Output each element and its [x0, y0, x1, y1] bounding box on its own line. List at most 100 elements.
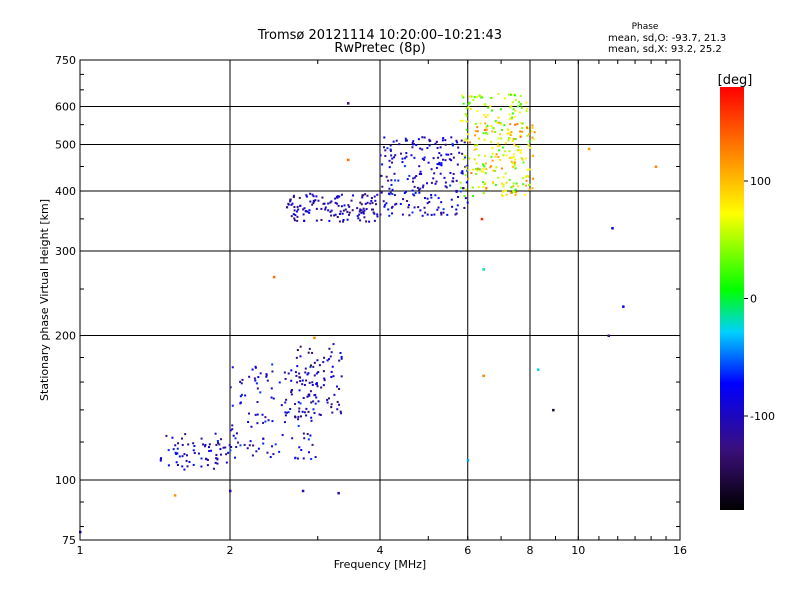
- echo-point: [519, 134, 522, 137]
- stats-line-x: mean, sd,X: 93.2, 25.2: [608, 44, 722, 55]
- echo-point: [391, 212, 394, 215]
- echo-point: [313, 200, 316, 203]
- echo-point: [441, 139, 444, 142]
- echo-point: [473, 96, 476, 99]
- echo-point: [270, 387, 273, 390]
- echo-point: [459, 181, 462, 184]
- echo-point: [305, 209, 308, 212]
- echo-point: [412, 143, 415, 146]
- echo-point: [320, 218, 323, 221]
- echo-point: [295, 374, 298, 377]
- echo-point: [291, 389, 294, 392]
- echo-point: [474, 130, 477, 133]
- echo-point: [490, 125, 493, 128]
- y-tick-label: 100: [55, 474, 76, 487]
- echo-point: [411, 180, 414, 183]
- echo-point: [463, 139, 466, 142]
- echo-point: [460, 139, 463, 142]
- x-axis-ticks: 1 2 4 6 8 10 16: [77, 60, 687, 557]
- echo-point: [313, 374, 316, 377]
- echo-point: [457, 146, 460, 149]
- echo-point: [508, 178, 511, 181]
- echo-point: [185, 459, 188, 462]
- echo-point: [465, 181, 468, 184]
- echo-point: [398, 143, 401, 146]
- echo-point: [531, 187, 534, 190]
- echo-point: [313, 394, 316, 397]
- echo-point: [360, 203, 363, 206]
- echo-point: [302, 432, 305, 435]
- echo-point: [437, 156, 440, 159]
- echo-point: [514, 138, 517, 141]
- echo-point: [389, 149, 392, 152]
- echo-point: [292, 196, 295, 199]
- echo-point: [215, 453, 218, 456]
- echo-point: [284, 401, 287, 404]
- echo-point: [406, 178, 409, 181]
- echo-point: [231, 404, 234, 407]
- echo-point: [215, 443, 218, 446]
- echo-point: [439, 172, 442, 175]
- echo-point: [254, 413, 257, 416]
- echo-point: [176, 452, 179, 455]
- echo-point: [178, 455, 181, 458]
- echo-point: [450, 198, 453, 201]
- echo-point: [408, 174, 411, 177]
- echo-point: [312, 195, 315, 198]
- echo-point: [513, 162, 516, 165]
- y-tick-label: 300: [55, 245, 76, 258]
- echo-point: [305, 195, 308, 198]
- echo-point: [440, 162, 443, 165]
- echo-point: [418, 188, 421, 191]
- echo-point: [468, 157, 471, 160]
- echo-point: [216, 458, 219, 461]
- echo-point: [392, 140, 395, 143]
- echo-point: [322, 361, 325, 364]
- echo-point: [307, 372, 310, 375]
- echo-point: [486, 124, 489, 127]
- echo-point: [278, 381, 281, 384]
- echo-point: [510, 186, 513, 189]
- echo-point: [315, 372, 318, 375]
- echo-point: [290, 369, 293, 372]
- echo-point: [186, 465, 189, 468]
- echo-point: [482, 164, 485, 167]
- echo-point: [587, 147, 591, 151]
- echo-point: [521, 130, 524, 133]
- echo-point: [479, 122, 482, 125]
- echo-point: [654, 165, 658, 168]
- echo-point: [508, 137, 511, 140]
- echo-point: [306, 433, 309, 436]
- stats-heading: Phase: [632, 22, 659, 32]
- echo-point: [324, 208, 327, 211]
- echo-point: [310, 401, 313, 404]
- echo-point: [411, 143, 414, 146]
- echo-point: [525, 126, 528, 129]
- echo-point: [450, 136, 453, 139]
- echo-point: [500, 137, 503, 140]
- echo-point: [456, 141, 459, 144]
- echo-point: [338, 359, 341, 362]
- echo-point: [248, 412, 251, 415]
- echo-point: [514, 123, 517, 126]
- echo-point: [408, 214, 411, 217]
- echo-point: [509, 93, 512, 96]
- echo-point: [494, 155, 497, 158]
- echo-point: [337, 491, 340, 495]
- echo-point: [509, 134, 512, 137]
- echo-point: [302, 213, 305, 216]
- echo-point: [388, 159, 391, 162]
- echo-point: [387, 208, 390, 211]
- echo-point: [231, 366, 234, 369]
- echo-point: [362, 194, 365, 197]
- echo-point: [265, 373, 268, 376]
- echo-point: [512, 156, 515, 159]
- echo-point: [293, 219, 296, 222]
- x-tick-label: 1: [77, 544, 84, 557]
- echo-point: [524, 157, 527, 160]
- echo-point: [413, 194, 416, 197]
- echo-point: [192, 449, 195, 452]
- echo-point: [266, 451, 269, 454]
- echo-point: [476, 144, 479, 147]
- echo-point: [327, 397, 330, 400]
